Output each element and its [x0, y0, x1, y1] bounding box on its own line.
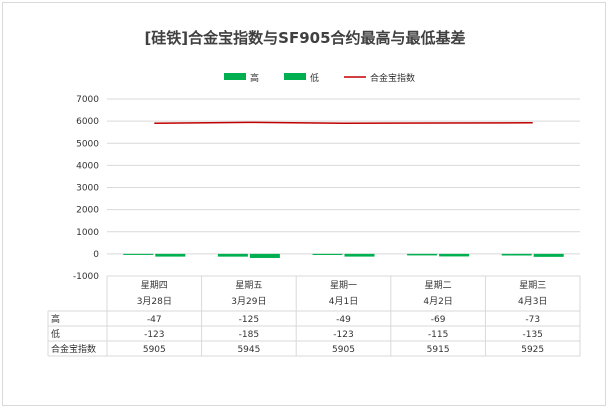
y-tick-label: 2000 — [76, 206, 99, 216]
y-tick-label: 7000 — [76, 95, 99, 105]
table-cell: -135 — [522, 330, 542, 340]
table-row-label: 高 — [51, 313, 60, 325]
category-date: 4月1日 — [329, 296, 358, 307]
legend-label: 低 — [310, 72, 319, 84]
legend-label: 合金宝指数 — [370, 72, 415, 84]
table-cell: -47 — [147, 315, 162, 325]
table-cell: -123 — [333, 330, 353, 340]
table-cell: 5905 — [143, 345, 166, 355]
bar-high — [501, 253, 532, 256]
chart-title: [硅铁]合金宝指数与SF905合约最高与最低基差 — [144, 29, 466, 47]
y-tick-label: 0 — [93, 250, 99, 260]
category-weekday: 星期四 — [141, 280, 168, 291]
bar-low — [249, 253, 280, 258]
table-cell: 5925 — [521, 345, 544, 355]
category-date: 3月29日 — [231, 296, 266, 307]
table-cell: -185 — [239, 330, 259, 340]
bar-low — [533, 253, 564, 257]
category-date: 4月2日 — [423, 296, 452, 307]
bar-low — [439, 253, 470, 257]
table-cell: -125 — [239, 315, 259, 325]
table-cell: -69 — [431, 315, 446, 325]
legend-swatch-1 — [284, 73, 306, 80]
y-tick-label: 5000 — [76, 139, 99, 149]
bar-low — [344, 253, 375, 257]
y-tick-label: 1000 — [76, 228, 99, 238]
table-cell: 5945 — [237, 345, 260, 355]
legend-swatch-0 — [224, 73, 246, 80]
category-weekday: 星期五 — [235, 280, 262, 291]
y-tick-label: 4000 — [76, 161, 99, 171]
bar-high — [407, 253, 438, 256]
table-cell: 5905 — [332, 345, 355, 355]
table-cell: -73 — [525, 315, 540, 325]
bar-high — [312, 253, 343, 255]
table-row-label: 低 — [51, 328, 60, 340]
chart-frame — [2, 2, 606, 406]
table-cell: -123 — [144, 330, 164, 340]
category-date: 4月3日 — [518, 296, 547, 307]
bar-high — [123, 253, 154, 255]
category-date: 3月28日 — [137, 296, 172, 307]
table-cell: -49 — [336, 315, 351, 325]
legend-label: 高 — [250, 72, 259, 84]
category-weekday: 星期三 — [519, 280, 546, 291]
table-cell: -115 — [428, 330, 448, 340]
category-weekday: 星期二 — [425, 280, 452, 291]
table-cell: 5915 — [427, 345, 450, 355]
y-tick-label: -1000 — [73, 272, 99, 282]
y-tick-label: 3000 — [76, 184, 99, 194]
category-weekday: 星期一 — [330, 280, 357, 291]
bar-high — [217, 253, 248, 257]
y-tick-label: 6000 — [76, 117, 99, 127]
bar-low — [155, 253, 186, 257]
index-line — [154, 121, 533, 124]
table-row-label: 合金宝指数 — [51, 343, 96, 355]
